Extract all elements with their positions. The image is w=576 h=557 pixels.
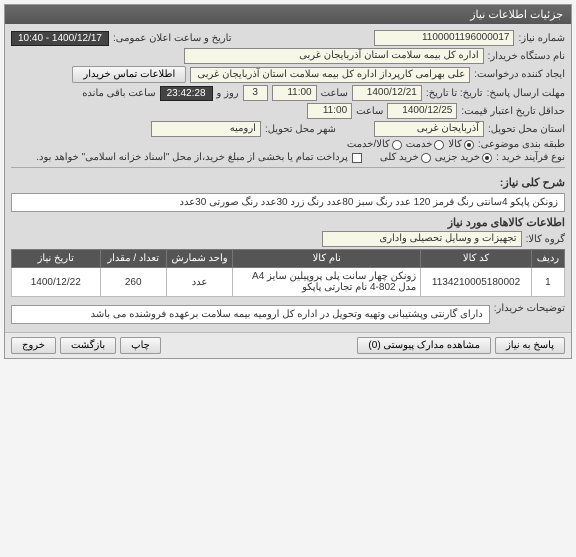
desc-text: زونکن پاپکو 4سانتی رنگ قرمز 120 عدد رنگ … — [11, 193, 565, 212]
cell: عدد — [166, 268, 232, 297]
cat-opt-1[interactable]: خدمت — [406, 139, 445, 150]
city-label: شهر محل تحویل: — [265, 124, 336, 135]
cell: 1 — [531, 268, 564, 297]
province-value: آذربایجان غربی — [374, 121, 484, 137]
group-value: تجهیزات و وسایل تحصیلی واداری — [322, 231, 522, 247]
panel-body: شماره نیاز: 1100001196000017 تاریخ و ساع… — [5, 24, 571, 332]
treasury-check[interactable] — [352, 153, 362, 163]
requester-label: ایجاد کننده درخواست: — [474, 69, 565, 80]
announce-label: تاریخ و ساعت اعلان عمومی: — [113, 33, 232, 44]
need-no-value: 1100001196000017 — [374, 30, 514, 46]
deadline-time: 11:00 — [272, 85, 317, 101]
purchase-opt-0[interactable]: خرید جزیی — [435, 152, 492, 163]
buyer-notes-label: توضیحات خریدار: — [494, 303, 565, 314]
days-val: 3 — [243, 85, 268, 101]
buyer-label: نام دستگاه خریدار: — [488, 51, 565, 62]
group-label: گروه کالا: — [526, 234, 565, 245]
validity-time: 11:00 — [307, 103, 352, 119]
panel-title: جزئیات اطلاعات نیاز — [5, 5, 571, 24]
announce-value: 1400/12/17 - 10:40 — [11, 31, 109, 46]
hour-label2: ساعت — [356, 106, 383, 117]
contact-button[interactable]: اطلاعات تماس خریدار — [72, 66, 186, 83]
purchase-label: نوع فرآیند خرید : — [496, 152, 565, 163]
remaining-value: 23:42:28 — [160, 86, 213, 101]
table-header-row: ردیف کد کالا نام کالا واحد شمارش تعداد /… — [12, 250, 565, 268]
deadline-label: مهلت ارسال پاسخ: — [487, 88, 565, 99]
col-1: کد کالا — [421, 250, 532, 268]
attachments-button[interactable]: مشاهده مدارک پیوستی (0) — [357, 337, 491, 354]
desc-title: شرح کلی نیاز: — [500, 176, 565, 189]
details-panel: جزئیات اطلاعات نیاز شماره نیاز: 11000011… — [4, 4, 572, 359]
col-3: واحد شمارش — [166, 250, 232, 268]
cell: زونکن چهار سانت پلی پروپیلین سایز A4 مدل… — [233, 268, 421, 297]
purchase-opt-1[interactable]: خرید کلی — [380, 152, 431, 163]
col-5: تاریخ نیاز — [12, 250, 101, 268]
province-label: استان محل تحویل: — [488, 124, 565, 135]
cell: 1134210005180002 — [421, 268, 532, 297]
bottom-bar: پاسخ به نیاز مشاهده مدارک پیوستی (0) چاپ… — [5, 332, 571, 358]
exit-button[interactable]: خروج — [11, 337, 56, 354]
hour-label1: ساعت — [321, 88, 348, 99]
days-label: روز و — [217, 88, 239, 99]
date-label1: تاریخ: تا تاریخ: — [426, 88, 483, 99]
table-row: 1 1134210005180002 زونکن چهار سانت پلی پ… — [12, 268, 565, 297]
category-label: طبقه بندی موضوعی: — [478, 139, 565, 150]
buyer-notes: دارای گارنتی وپشتیبانی وتهیه وتحویل در ا… — [11, 305, 490, 324]
city-value: ارومیه — [151, 121, 261, 137]
cat-opt-0[interactable]: کالا — [448, 139, 474, 150]
print-button[interactable]: چاپ — [120, 337, 161, 354]
need-no-label: شماره نیاز: — [518, 33, 565, 44]
back-button[interactable]: بازگشت — [60, 337, 116, 354]
col-2: نام کالا — [233, 250, 421, 268]
validity-date: 1400/12/25 — [387, 103, 457, 119]
validity-label: حداقل تاریخ اعتبار قیمت: — [461, 106, 565, 117]
col-0: ردیف — [531, 250, 564, 268]
reply-button[interactable]: پاسخ به نیاز — [495, 337, 565, 354]
deadline-date: 1400/12/21 — [352, 85, 422, 101]
treasury-note: پرداخت تمام یا بخشی از مبلغ خرید،از محل … — [36, 152, 348, 163]
cell: 260 — [100, 268, 166, 297]
items-table: ردیف کد کالا نام کالا واحد شمارش تعداد /… — [11, 249, 565, 297]
requester-value: علی بهرامی کارپرداز اداره کل بیمه سلامت … — [190, 67, 470, 83]
remaining-label: ساعت باقی مانده — [82, 88, 155, 99]
buyer-value: اداره کل بیمه سلامت استان آذربایجان غربی — [184, 48, 484, 64]
col-4: تعداد / مقدار — [100, 250, 166, 268]
cell: 1400/12/22 — [12, 268, 101, 297]
items-title: اطلاعات کالاهای مورد نیاز — [11, 216, 565, 229]
cat-opt-2[interactable]: کالا/خدمت — [347, 139, 402, 150]
